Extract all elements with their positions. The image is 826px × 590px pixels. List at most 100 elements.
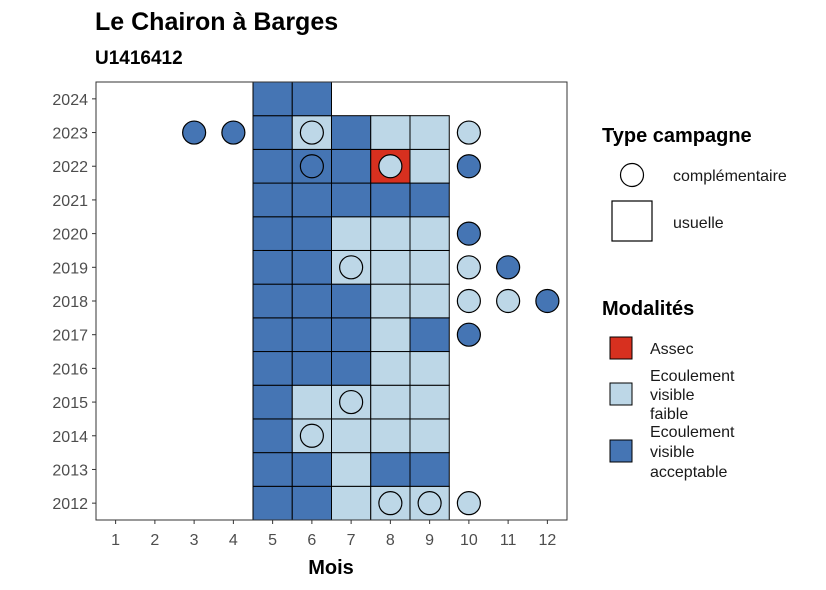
tile-2020-9 bbox=[409, 216, 450, 251]
legend-label-faible-line1: Ecoulement bbox=[650, 368, 735, 385]
tile-2019-5 bbox=[252, 249, 293, 285]
chart-title: Le Chairon à Barges bbox=[95, 8, 338, 36]
tile-2021-7 bbox=[331, 182, 372, 218]
x-tick-label-12: 12 bbox=[538, 532, 556, 549]
x-tick-label-2: 2 bbox=[150, 532, 159, 549]
point-2019-11 bbox=[496, 255, 521, 280]
x-tick-label-5: 5 bbox=[268, 532, 277, 549]
points-layer bbox=[182, 120, 560, 516]
tile-2022-9 bbox=[409, 148, 450, 184]
tile-2023-5 bbox=[252, 115, 293, 150]
tile-2018-9 bbox=[409, 283, 450, 319]
point-2023-4 bbox=[221, 120, 246, 145]
tile-2021-9 bbox=[409, 182, 450, 218]
y-tick-label-2012: 2012 bbox=[52, 496, 88, 513]
tile-2014-9 bbox=[409, 418, 450, 454]
y-tick-label-2022: 2022 bbox=[52, 159, 88, 176]
tile-2018-6 bbox=[291, 283, 332, 319]
y-tick-label-2013: 2013 bbox=[52, 462, 88, 479]
tile-2013-9 bbox=[409, 452, 450, 487]
legend-label-acceptable-line1: Ecoulement bbox=[650, 424, 735, 441]
tile-2012-5 bbox=[252, 485, 293, 521]
tile-2016-5 bbox=[252, 351, 293, 386]
legend-label-assec: Assec bbox=[650, 341, 694, 358]
tile-2022-7 bbox=[331, 148, 372, 184]
tile-2024-5 bbox=[252, 81, 293, 117]
chart-subtitle: U1416412 bbox=[95, 48, 183, 69]
tile-2016-7 bbox=[331, 351, 372, 386]
tile-2020-8 bbox=[370, 216, 411, 251]
point-2015-7 bbox=[339, 389, 364, 415]
tile-2020-6 bbox=[291, 216, 332, 251]
tile-2023-8 bbox=[370, 115, 411, 150]
point-2022-6 bbox=[299, 154, 324, 179]
point-2012-8 bbox=[378, 491, 403, 516]
point-2023-3 bbox=[182, 120, 207, 145]
point-2023-6 bbox=[299, 120, 324, 145]
legend-square-swatch bbox=[611, 200, 653, 242]
tile-2021-5 bbox=[252, 182, 293, 218]
x-tick-label-7: 7 bbox=[347, 532, 356, 549]
point-2012-10 bbox=[456, 491, 481, 516]
tile-2019-8 bbox=[370, 249, 411, 285]
x-tick-label-6: 6 bbox=[307, 532, 316, 549]
tile-2014-8 bbox=[370, 418, 411, 454]
point-2019-10 bbox=[456, 255, 481, 280]
point-2023-10 bbox=[456, 120, 481, 145]
legend-label-faible-line2: visible bbox=[650, 387, 695, 404]
y-tick-label-2016: 2016 bbox=[52, 361, 88, 378]
legend-label-complementaire: complémentaire bbox=[673, 168, 787, 185]
tile-2012-6 bbox=[291, 485, 332, 521]
legend-swatch-acceptable bbox=[609, 439, 633, 463]
point-2019-7 bbox=[339, 255, 364, 280]
tile-2017-8 bbox=[370, 317, 411, 353]
legend: Type campagne complémentaire usuelle Mod… bbox=[602, 125, 787, 481]
x-tick-label-3: 3 bbox=[190, 532, 199, 549]
y-tick-label-2018: 2018 bbox=[52, 294, 88, 311]
tile-2017-9 bbox=[409, 317, 450, 353]
legend-swatch-faible bbox=[609, 382, 633, 406]
legend-label-acceptable-line2: visible bbox=[650, 444, 695, 461]
point-2020-10 bbox=[456, 221, 481, 246]
x-tick-label-1: 1 bbox=[111, 532, 120, 549]
point-2022-10 bbox=[456, 154, 481, 179]
tile-2022-5 bbox=[252, 148, 293, 184]
legend-fill-title: Modalités bbox=[602, 298, 694, 320]
x-tick-label-8: 8 bbox=[386, 532, 395, 549]
point-2012-9 bbox=[417, 491, 442, 516]
tile-2018-8 bbox=[370, 283, 411, 319]
tile-2012-7 bbox=[331, 485, 372, 521]
y-tick-label-2024: 2024 bbox=[52, 92, 88, 109]
tile-2016-8 bbox=[370, 351, 411, 386]
tile-2013-6 bbox=[291, 452, 332, 487]
x-tick-label-11: 11 bbox=[500, 532, 517, 549]
legend-label-acceptable-line3: acceptable bbox=[650, 464, 727, 481]
x-tick-label-10: 10 bbox=[460, 532, 478, 549]
point-2022-8 bbox=[378, 154, 403, 179]
point-2014-6 bbox=[299, 423, 324, 448]
tile-2019-9 bbox=[409, 249, 450, 285]
tile-2015-5 bbox=[252, 384, 293, 420]
tile-2015-9 bbox=[409, 384, 450, 420]
point-2018-10 bbox=[456, 288, 481, 314]
y-tick-label-2015: 2015 bbox=[52, 395, 88, 412]
tile-2020-7 bbox=[331, 216, 372, 251]
point-2018-11 bbox=[496, 288, 521, 314]
y-tick-label-2014: 2014 bbox=[52, 429, 88, 446]
tile-2020-5 bbox=[252, 216, 293, 251]
tile-2024-6 bbox=[291, 81, 332, 117]
x-axis: 1 2 3 4 5 6 7 8 9 10 11 12 bbox=[111, 520, 556, 549]
legend-circle-swatch bbox=[619, 162, 645, 188]
tile-2013-5 bbox=[252, 452, 293, 487]
tile-2016-6 bbox=[291, 351, 332, 386]
tile-2013-7 bbox=[331, 452, 372, 487]
y-tick-label-2023: 2023 bbox=[52, 126, 88, 143]
legend-swatch-assec bbox=[609, 336, 633, 360]
legend-label-usuelle: usuelle bbox=[673, 215, 724, 232]
tiles-layer bbox=[252, 81, 450, 521]
tile-2023-9 bbox=[409, 115, 450, 150]
y-axis: 2012 2013 2014 2015 2016 2017 2018 2019 2020 2021… bbox=[52, 92, 96, 513]
tile-2023-7 bbox=[331, 115, 372, 150]
point-2017-10 bbox=[456, 322, 481, 347]
